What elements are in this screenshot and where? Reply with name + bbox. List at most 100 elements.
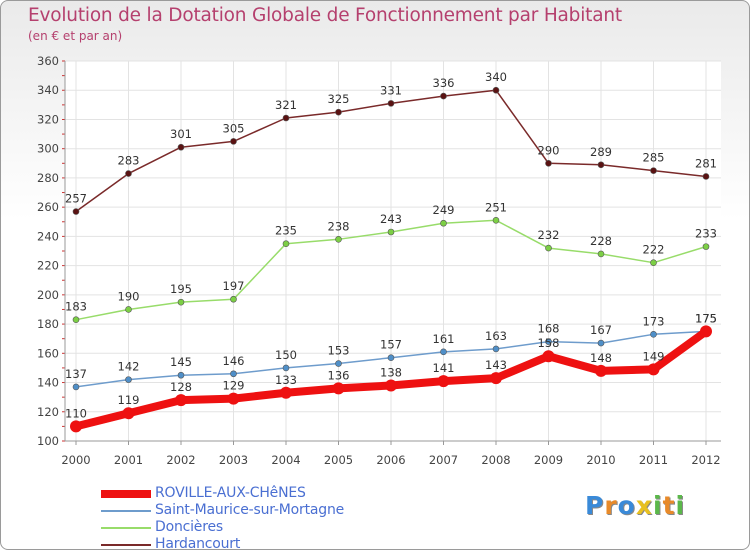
data-label: 325 — [328, 92, 350, 106]
data-label: 281 — [695, 156, 717, 170]
data-point — [282, 240, 290, 247]
data-label: 148 — [590, 351, 612, 365]
data-label: 137 — [65, 367, 87, 381]
y-tick-label: 100 — [37, 434, 59, 448]
data-point — [177, 298, 185, 306]
data-label: 149 — [643, 349, 665, 363]
data-label: 161 — [433, 332, 455, 346]
data-point — [702, 173, 710, 180]
data-point — [70, 420, 82, 433]
data-point — [595, 364, 607, 377]
data-point — [647, 363, 660, 376]
data-label: 289 — [590, 145, 612, 159]
data-label: 133 — [275, 373, 297, 387]
legend-label: Hardancourt — [155, 536, 241, 550]
y-tick-label: 220 — [37, 259, 59, 273]
data-label: 305 — [223, 121, 245, 135]
data-point — [335, 108, 342, 116]
data-label: 141 — [433, 361, 455, 375]
data-label: 251 — [485, 200, 507, 214]
data-label: 110 — [65, 406, 87, 420]
data-point — [122, 407, 135, 420]
data-label: 340 — [485, 70, 507, 84]
x-tick-label: 2000 — [61, 453, 90, 467]
legend-label: Doncières — [155, 519, 223, 535]
x-tick-label: 2008 — [481, 453, 510, 467]
data-label: 321 — [275, 98, 297, 112]
data-label: 167 — [590, 323, 612, 337]
data-label: 249 — [433, 203, 455, 217]
data-label: 153 — [328, 344, 350, 358]
y-tick-label: 200 — [37, 288, 59, 302]
data-point — [387, 354, 395, 361]
data-point — [125, 170, 132, 177]
data-point — [72, 383, 80, 391]
data-point — [492, 86, 500, 94]
data-label: 283 — [118, 154, 140, 168]
data-label: 190 — [118, 289, 140, 303]
data-label: 257 — [65, 192, 87, 206]
logo-letter: i — [653, 491, 663, 520]
data-point — [440, 92, 447, 100]
data-label: 143 — [485, 358, 507, 372]
legend-label: Saint-Maurice-sur-Mortagne — [155, 502, 345, 518]
y-tick-label: 360 — [37, 54, 59, 68]
data-point — [335, 360, 342, 367]
data-label: 157 — [380, 338, 402, 352]
data-point — [597, 161, 605, 169]
data-point — [72, 208, 80, 215]
data-point — [545, 160, 552, 167]
data-label: 195 — [170, 282, 192, 296]
logo-letter: o — [617, 491, 636, 520]
data-label: 150 — [275, 348, 297, 362]
data-label: 119 — [118, 393, 140, 407]
data-point — [227, 392, 240, 405]
data-point — [440, 219, 447, 227]
data-point — [125, 376, 132, 383]
data-label: 146 — [223, 354, 245, 368]
data-point — [650, 167, 657, 174]
data-point — [280, 386, 292, 399]
x-tick-label: 2007 — [429, 453, 458, 467]
data-label: 301 — [170, 127, 192, 141]
y-tick-label: 280 — [37, 171, 59, 185]
legend-label: ROVILLE-AUX-CHêNES — [155, 485, 306, 501]
data-point — [125, 306, 132, 313]
legend-swatch — [101, 527, 151, 529]
x-tick-label: 2003 — [219, 453, 248, 467]
data-point — [702, 243, 710, 250]
proxiti-logo: Proxiti — [585, 491, 685, 520]
data-label: 173 — [643, 314, 665, 328]
data-label: 336 — [433, 76, 455, 90]
y-tick-label: 260 — [37, 200, 59, 214]
logo-letter: i — [675, 491, 686, 520]
data-label: 168 — [538, 322, 560, 336]
data-label: 142 — [118, 360, 140, 374]
data-point — [545, 338, 552, 345]
data-label: 158 — [538, 336, 560, 350]
data-label: 183 — [65, 300, 87, 314]
x-tick-label: 2011 — [639, 453, 668, 467]
data-label: 175 — [695, 311, 717, 325]
data-point — [335, 236, 342, 243]
data-point — [282, 364, 290, 372]
data-point — [230, 370, 237, 378]
data-point — [282, 114, 290, 122]
data-point — [492, 345, 500, 353]
line-chart: 100 120 140 160 180 200 220 240 260 280 300 320 340 3… — [37, 54, 721, 467]
data-point — [230, 295, 237, 303]
data-label: 290 — [538, 143, 560, 157]
x-tick-label: 2004 — [271, 453, 300, 467]
logo-letter: t — [662, 491, 676, 520]
data-point — [545, 244, 552, 252]
logo-letter: r — [604, 491, 618, 520]
data-label: 138 — [380, 365, 402, 379]
x-tick-label: 2002 — [166, 453, 195, 467]
data-label: 238 — [328, 219, 350, 233]
data-point — [650, 331, 657, 338]
y-tick-label: 120 — [37, 405, 59, 419]
logo-letter: P — [585, 491, 605, 520]
x-tick-label: 2012 — [691, 453, 720, 467]
data-label: 233 — [695, 227, 717, 241]
